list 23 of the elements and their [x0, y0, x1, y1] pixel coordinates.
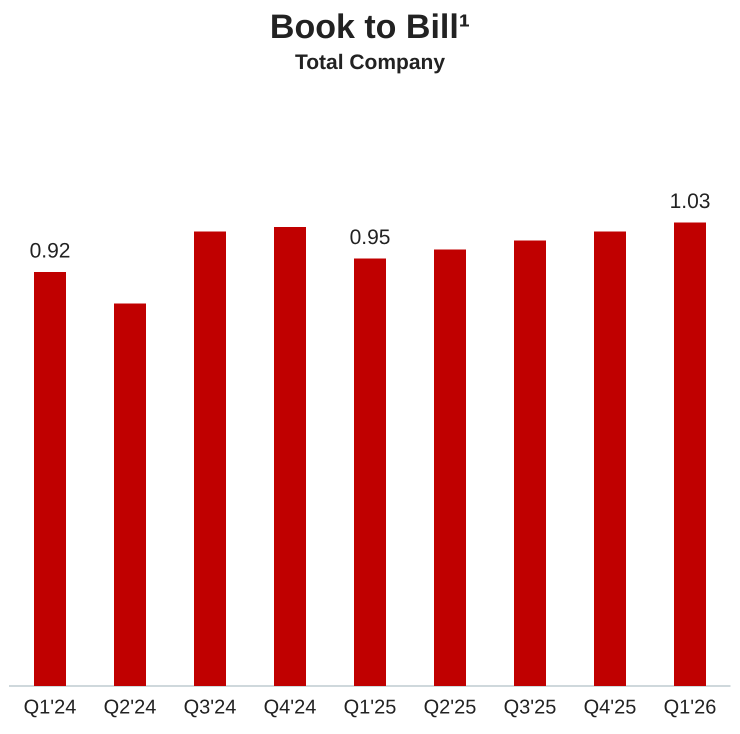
chart-title: Book to Bill¹	[270, 8, 470, 46]
bar	[434, 250, 466, 686]
x-tick-label: Q4'25	[584, 696, 636, 719]
x-tick-label: Q3'24	[184, 696, 236, 719]
x-tick-label: Q1'25	[344, 696, 396, 719]
data-label: 0.92	[30, 239, 70, 262]
x-tick-label: Q2'25	[424, 696, 476, 719]
chart-subtitle: Total Company	[294, 51, 446, 74]
bar	[194, 232, 226, 686]
x-tick-label: Q3'25	[504, 696, 556, 719]
data-label: 0.95	[350, 226, 390, 249]
bar	[274, 227, 306, 686]
bar	[514, 240, 546, 686]
bar	[114, 304, 146, 686]
bar	[594, 232, 626, 686]
bar	[354, 258, 386, 686]
x-tick-label: Q4'24	[264, 696, 316, 719]
bar	[34, 272, 66, 686]
data-label: 1.03	[670, 190, 710, 213]
bar	[674, 222, 706, 686]
x-tick-label: Q1'26	[664, 696, 716, 719]
x-tick-label: Q1'24	[24, 696, 76, 719]
x-tick-label: Q2'24	[104, 696, 156, 719]
